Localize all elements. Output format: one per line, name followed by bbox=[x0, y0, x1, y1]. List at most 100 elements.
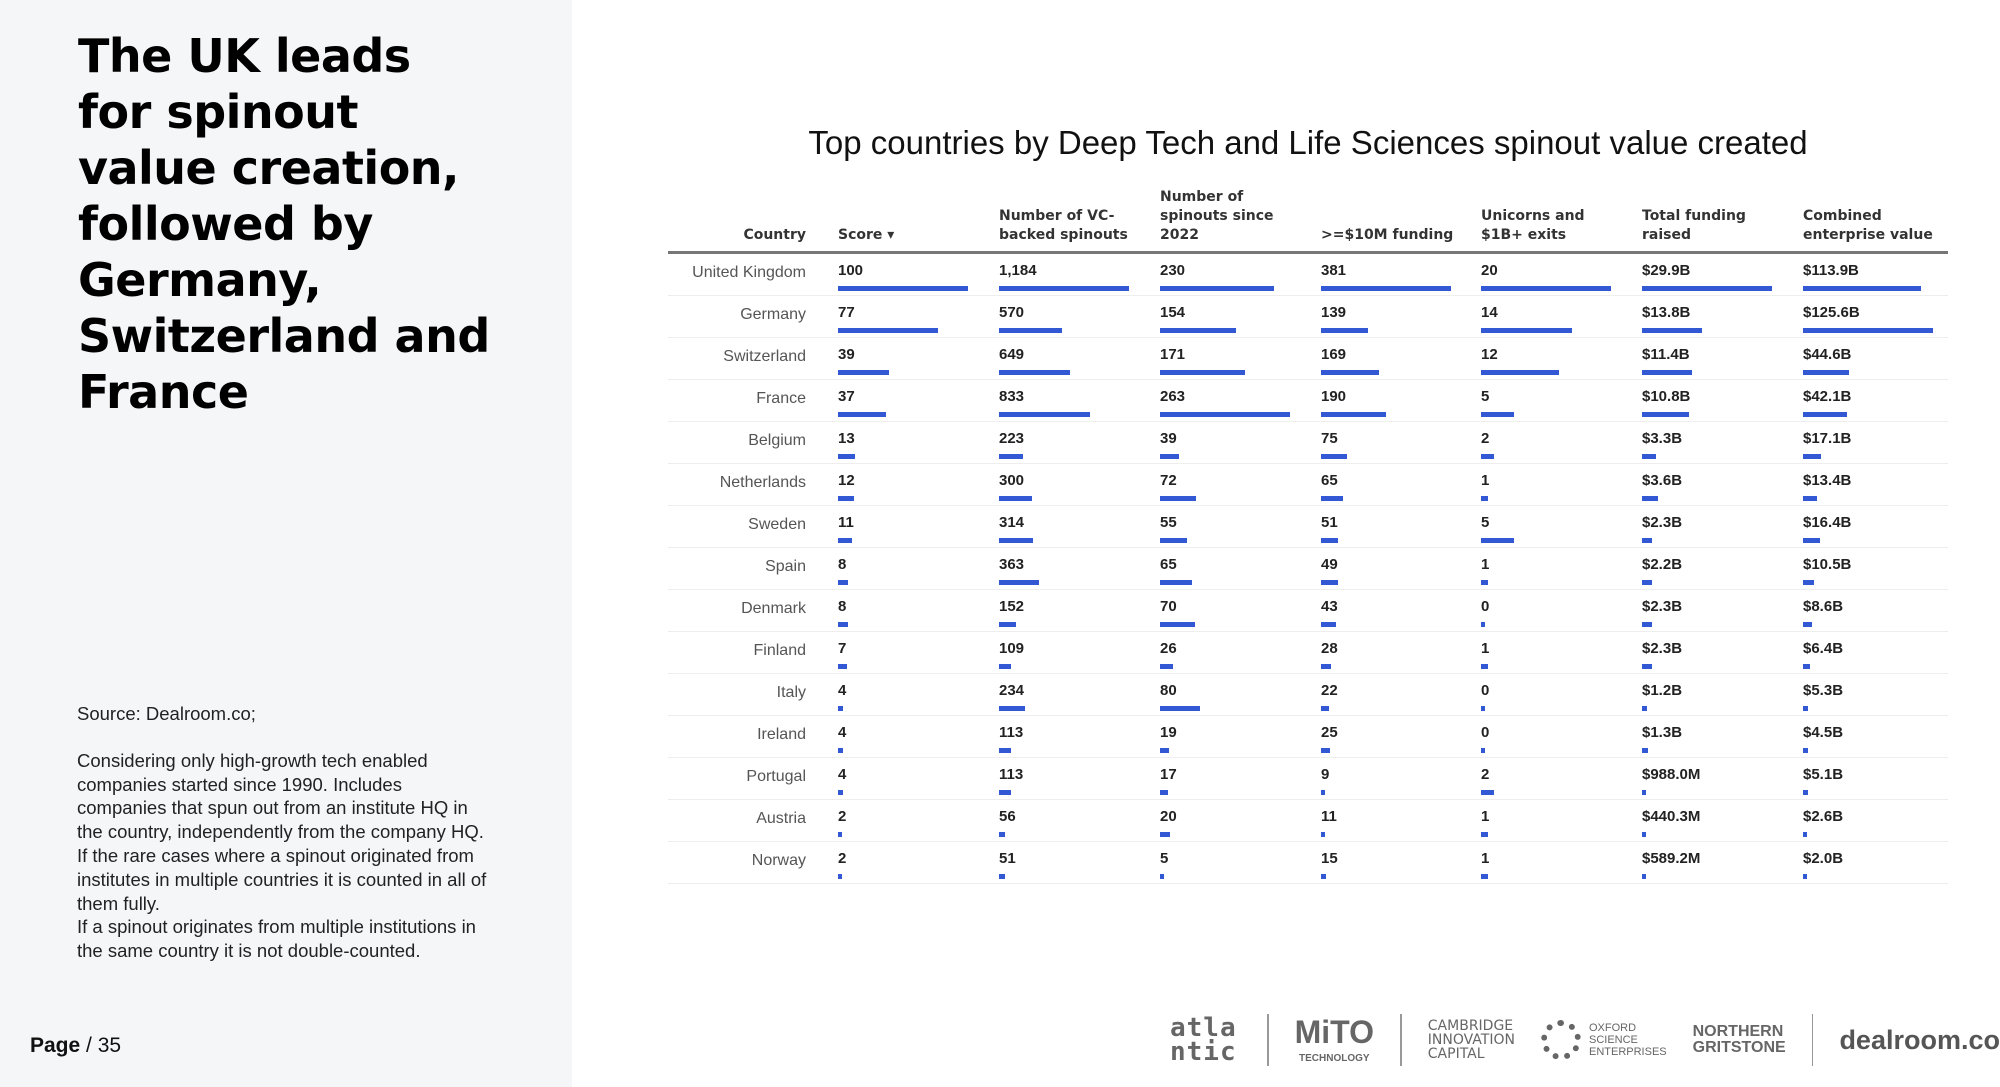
cell-value: $2.3B bbox=[1642, 640, 1683, 657]
value-bar bbox=[1642, 328, 1702, 333]
column-header: >=$10M funding bbox=[1321, 227, 1454, 243]
cell-value: 28 bbox=[1321, 640, 1338, 657]
value-bar bbox=[1321, 328, 1369, 333]
value-bar bbox=[1803, 328, 1933, 333]
value-bar bbox=[1321, 790, 1325, 795]
cell-value: 833 bbox=[999, 388, 1025, 405]
value-bar bbox=[838, 496, 854, 501]
country-name: France bbox=[756, 390, 806, 407]
value-bar bbox=[838, 412, 887, 417]
value-bar bbox=[1160, 412, 1290, 417]
table-row: Ireland 4 113 19 25 0 $1.3B $4.5B bbox=[668, 716, 1948, 758]
table-row: Austria 2 56 20 11 1 $440.3M $2.6B bbox=[668, 800, 1948, 842]
value-bar bbox=[1160, 748, 1170, 753]
cell-value: $8.6B bbox=[1803, 598, 1844, 615]
cell-value: $2.3B bbox=[1642, 514, 1683, 531]
cell-value: 7 bbox=[838, 640, 847, 657]
value-bar bbox=[1481, 874, 1488, 879]
value-bar bbox=[999, 748, 1012, 753]
cell-value: 152 bbox=[999, 598, 1025, 615]
value-bar bbox=[1160, 286, 1274, 291]
cell-value: 234 bbox=[999, 682, 1025, 699]
value-bar bbox=[1481, 706, 1485, 711]
value-bar bbox=[999, 664, 1011, 669]
value-bar bbox=[1321, 832, 1325, 837]
value-bar bbox=[999, 454, 1024, 459]
cell-value: 2 bbox=[838, 808, 847, 825]
value-bar bbox=[1321, 874, 1327, 879]
value-bar bbox=[999, 832, 1006, 837]
cell-value: $5.1B bbox=[1803, 766, 1844, 783]
cell-value: $10.8B bbox=[1642, 388, 1691, 405]
value-bar bbox=[999, 538, 1034, 543]
dealroom-logo: dealroom.co bbox=[1839, 1024, 2000, 1055]
header-score-sortable[interactable]: Score ▾ bbox=[838, 227, 895, 243]
cell-value: $3.3B bbox=[1642, 430, 1683, 447]
table-row: Norway 2 51 5 15 1 $589.2M $2.0B bbox=[668, 842, 1948, 884]
value-bar bbox=[1642, 832, 1646, 837]
country-table: Country Score ▾ Number of VC-backed spinou… bbox=[668, 186, 1948, 884]
value-bar bbox=[1160, 496, 1196, 501]
value-bar bbox=[1481, 286, 1611, 291]
cell-value: 1 bbox=[1481, 640, 1490, 657]
cell-value: 11 bbox=[1321, 808, 1337, 825]
value-bar bbox=[1642, 748, 1648, 753]
cell-value: 75 bbox=[1321, 430, 1338, 447]
cell-value: 80 bbox=[1160, 682, 1177, 699]
value-bar bbox=[838, 622, 849, 627]
cell-value: $113.9B bbox=[1803, 262, 1859, 279]
cell-value: 11 bbox=[838, 514, 854, 531]
value-bar bbox=[838, 790, 844, 795]
value-bar bbox=[1642, 580, 1652, 585]
value-bar bbox=[1160, 664, 1173, 669]
country-name: Austria bbox=[756, 810, 806, 827]
value-bar bbox=[1481, 370, 1559, 375]
cell-value: 8 bbox=[838, 556, 847, 573]
value-bar bbox=[1803, 370, 1850, 375]
cell-value: 1,184 bbox=[999, 262, 1037, 279]
value-bar bbox=[1321, 412, 1386, 417]
table-row: Spain 8 363 65 49 1 $2.2B $10.5B bbox=[668, 548, 1948, 590]
table-body: United Kingdom 100 1,184 230 381 20 $29.9B $113… bbox=[668, 254, 1948, 884]
cell-value: 2 bbox=[1481, 430, 1490, 447]
value-bar bbox=[1642, 370, 1692, 375]
oxford-science-enterprises-logo: OXFORD SCIENCE ENTERPRISES bbox=[1540, 1020, 1667, 1060]
cell-value: 570 bbox=[999, 304, 1025, 321]
column-header: Number of VC-backed spinouts bbox=[999, 208, 1128, 243]
cell-value: 263 bbox=[1160, 388, 1186, 405]
cell-value: 51 bbox=[999, 850, 1016, 867]
value-bar bbox=[1160, 328, 1237, 333]
value-bar bbox=[1321, 706, 1329, 711]
cell-value: $125.6B bbox=[1803, 304, 1860, 321]
cell-value: 113 bbox=[999, 724, 1024, 741]
cell-value: 12 bbox=[838, 472, 855, 489]
cell-value: 2 bbox=[1481, 766, 1490, 783]
value-bar bbox=[1803, 286, 1921, 291]
cell-value: $2.0B bbox=[1803, 850, 1844, 867]
value-bar bbox=[1642, 622, 1652, 627]
value-bar bbox=[1803, 454, 1821, 459]
source-text: Source: Dealroom.co; bbox=[77, 703, 256, 724]
value-bar bbox=[838, 832, 842, 837]
country-name: Switzerland bbox=[723, 348, 806, 365]
value-bar bbox=[1803, 538, 1820, 543]
value-bar bbox=[1803, 412, 1847, 417]
table-header: Country Score ▾ Number of VC-backed spinou… bbox=[668, 186, 1948, 254]
page-number: Page / 35 bbox=[30, 1034, 121, 1058]
value-bar bbox=[1160, 790, 1169, 795]
cell-value: 15 bbox=[1321, 850, 1338, 867]
table-row: Sweden 11 314 55 51 5 $2.3B $16.4B bbox=[668, 506, 1948, 548]
value-bar bbox=[1321, 538, 1339, 543]
value-bar bbox=[1321, 622, 1336, 627]
country-name: Norway bbox=[751, 852, 806, 869]
cell-value: $2.3B bbox=[1642, 598, 1683, 615]
value-bar bbox=[1803, 580, 1814, 585]
table-row: Netherlands 12 300 72 65 1 $3.6B $13.4B bbox=[668, 464, 1948, 506]
cell-value: 65 bbox=[1160, 556, 1177, 573]
value-bar bbox=[1160, 454, 1180, 459]
cell-value: 139 bbox=[1321, 304, 1347, 321]
cell-value: 5 bbox=[1160, 850, 1169, 867]
cell-value: 8 bbox=[838, 598, 847, 615]
cell-value: 25 bbox=[1321, 724, 1338, 741]
cell-value: 17 bbox=[1160, 766, 1177, 783]
